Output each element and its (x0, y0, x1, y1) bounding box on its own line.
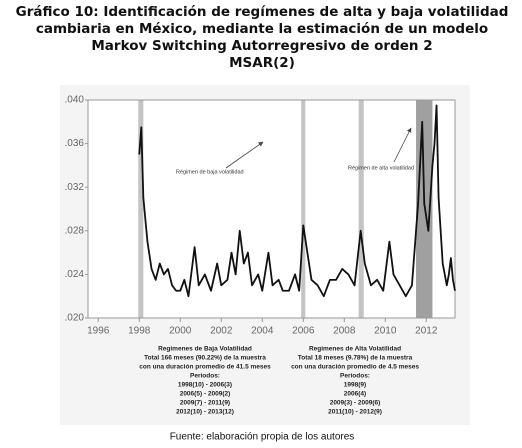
table-text: 2006(4) (344, 391, 366, 398)
x-tick-label: 2006 (292, 326, 315, 337)
x-tick-label: 2002 (210, 326, 233, 337)
table-text: con una duración promedio de 41.5 meses (139, 364, 271, 371)
x-tick-label: 2012 (415, 326, 438, 337)
x-tick-label: 1998 (128, 326, 151, 337)
regime-band (138, 100, 144, 318)
y-tick-label: .032 (65, 182, 85, 193)
table-text: Total 166 meses (90.22%) de la muestra (144, 355, 266, 362)
table-text: 2009(7) - 2011(9) (180, 400, 230, 407)
y-tick-label: .024 (65, 269, 85, 280)
series-line (138, 104, 456, 298)
table-text: 2009(3) - 2009(6) (330, 400, 381, 407)
table-text: 1998(9) (344, 382, 366, 389)
table-text: 2012(10) - 2013(12) (176, 409, 234, 416)
table-text: Periodos: (190, 373, 220, 380)
y-tick-label: .028 (65, 225, 85, 236)
table-text: Periodos: (340, 373, 370, 380)
chart-title: MSAR(2) (229, 55, 295, 71)
x-tick-label: 1996 (87, 326, 110, 337)
annotation-arrow (225, 141, 264, 169)
table-text: Regimenes de Alta Volatilidad (309, 346, 401, 353)
annotation: Régimen de baja volatilidad (176, 169, 244, 175)
chart-title: Gráfico 10: Identificación de regímenes … (16, 4, 509, 20)
table-text: Total 18 meses (9.78%) de la muestra (298, 355, 413, 362)
table-text: con una duración promedio de 4.5 meses (291, 364, 419, 371)
regime-band (301, 100, 306, 318)
table-text: Regimenes de Baja Volatilidad (158, 346, 252, 353)
regime-band (358, 100, 364, 318)
source: Fuente: elaboración propia de los autore… (170, 432, 355, 443)
annotation-arrow (393, 127, 412, 163)
y-tick-label: .036 (65, 138, 85, 149)
annotation: Régimen de alta volatilidad (348, 165, 414, 171)
chart-title: Markov Switching Autorregresivo de orden… (91, 38, 432, 54)
table-text: 2011(10) - 2012(9) (328, 409, 382, 416)
x-tick-label: 2004 (251, 326, 274, 337)
chart-title: cambiaria en México, mediante la estimac… (36, 21, 488, 37)
table-text: 1998(10) - 2006(3) (178, 382, 232, 389)
table-text: 2006(5) - 2009(2) (180, 391, 231, 398)
x-tick-label: 2010 (374, 326, 397, 337)
y-tick-label: .040 (65, 95, 85, 106)
y-tick-label: .020 (65, 313, 85, 324)
x-tick-label: 2008 (333, 326, 356, 337)
x-tick-label: 2000 (169, 326, 192, 337)
